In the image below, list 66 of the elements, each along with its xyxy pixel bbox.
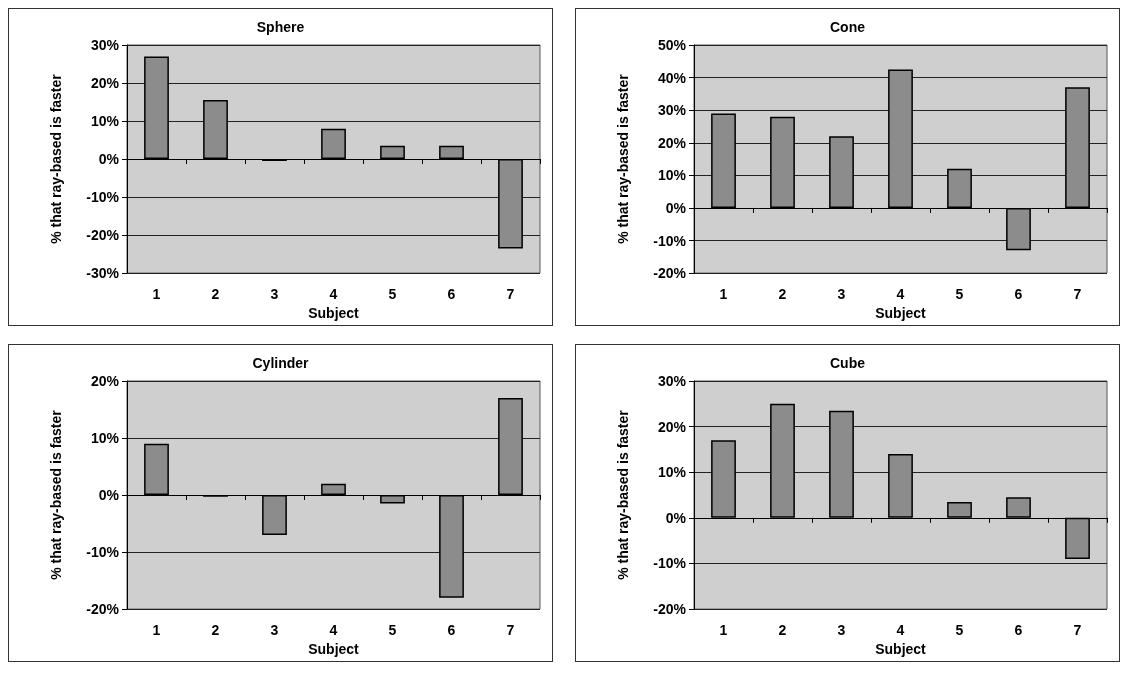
y-tick-label: 0% [665, 199, 687, 216]
x-tick-label: 2 [211, 286, 220, 303]
y-axis-title: % that ray-based is faster [48, 409, 64, 580]
x-tick-label: 4 [329, 286, 338, 303]
y-tick-label: 20% [90, 75, 120, 92]
x-tick-label: 2 [211, 622, 220, 639]
x-tick-label: 3 [837, 286, 846, 303]
x-tick-label: 2 [778, 286, 787, 303]
y-tick-label: -20% [86, 227, 120, 244]
y-tick-label: -30% [86, 265, 120, 282]
y-tick-label: 0% [98, 151, 120, 168]
y-tick-label: 40% [657, 69, 687, 86]
y-tick-label: -20% [86, 601, 120, 618]
x-tick-label: 7 [506, 286, 515, 303]
y-tick-label: 10% [90, 430, 120, 447]
y-tick-label: 20% [657, 134, 687, 151]
y-tick-label: 30% [657, 373, 687, 389]
y-axis-title: % that ray-based is faster [48, 73, 64, 244]
x-tick-label: 3 [837, 622, 846, 639]
x-axis-title: Subject [875, 641, 927, 657]
x-tick-label: 3 [270, 622, 279, 639]
x-tick-label: 2 [778, 622, 787, 639]
y-tick-label: 50% [657, 37, 687, 53]
x-tick-label: 6 [447, 286, 456, 303]
chart-title: Sphere [256, 19, 305, 35]
x-axis-title: Subject [308, 641, 360, 657]
y-tick-label: 30% [90, 37, 120, 53]
x-tick-label: 1 [152, 286, 161, 303]
y-tick-label: -20% [653, 601, 687, 618]
y-tick-label: 10% [657, 464, 687, 481]
x-tick-label: 7 [506, 622, 515, 639]
y-tick-label: -10% [653, 555, 687, 572]
x-tick-label: 6 [447, 622, 456, 639]
y-tick-label: 20% [657, 418, 687, 435]
x-tick-label: 5 [955, 622, 964, 639]
x-axis-title: Subject [308, 305, 360, 321]
x-tick-label: 1 [719, 622, 728, 639]
y-tick-label: -10% [653, 232, 687, 249]
x-tick-label: 4 [896, 286, 905, 303]
y-axis-title: % that ray-based is faster [615, 73, 631, 244]
x-tick-label: 4 [896, 622, 905, 639]
x-tick-label: 5 [388, 622, 397, 639]
x-tick-label: 5 [955, 286, 964, 303]
chart-title: Cone [830, 19, 866, 35]
x-tick-label: 6 [1014, 622, 1023, 639]
x-axis-title: Subject [875, 305, 927, 321]
y-tick-label: -20% [653, 265, 687, 282]
y-tick-label: -10% [86, 189, 120, 206]
x-tick-label: 5 [388, 286, 397, 303]
y-tick-label: -10% [86, 544, 120, 561]
x-tick-label: 4 [329, 622, 338, 639]
y-tick-label: 0% [98, 487, 120, 504]
y-tick-label: 10% [90, 113, 120, 130]
y-axis-title: % that ray-based is faster [615, 409, 631, 580]
x-tick-label: 7 [1073, 622, 1082, 639]
y-tick-label: 0% [665, 509, 687, 526]
chart-title: Cylinder [252, 355, 310, 371]
y-tick-label: 20% [90, 373, 120, 389]
x-tick-label: 3 [270, 286, 279, 303]
x-tick-label: 1 [719, 286, 728, 303]
y-tick-label: 30% [657, 102, 687, 119]
x-tick-label: 7 [1073, 286, 1082, 303]
chart-title: Cube [830, 355, 866, 371]
y-tick-label: 10% [657, 167, 687, 184]
x-tick-label: 1 [152, 622, 161, 639]
x-tick-label: 6 [1014, 286, 1023, 303]
